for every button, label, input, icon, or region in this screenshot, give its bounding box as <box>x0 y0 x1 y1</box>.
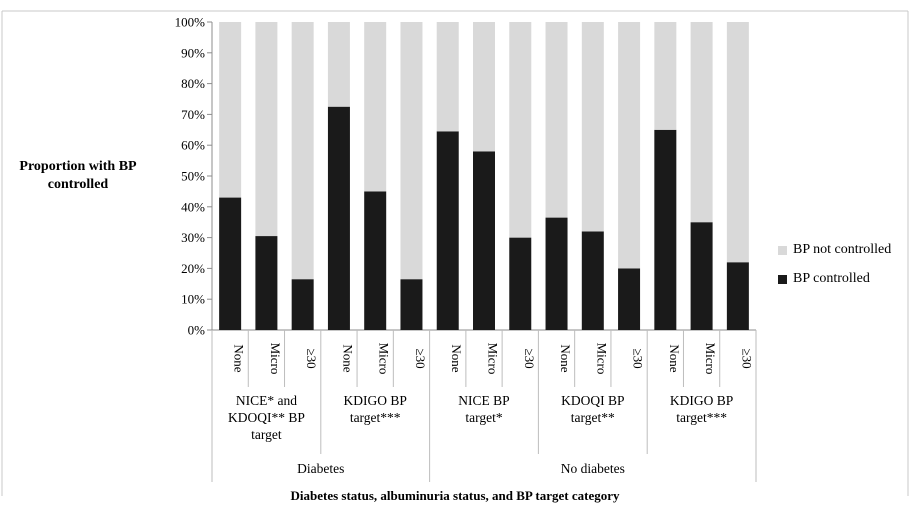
target-group-label: target** <box>571 410 615 425</box>
bar-bp-controlled <box>473 151 495 330</box>
legend-swatch-controlled <box>778 274 787 284</box>
y-tick-label: 80% <box>181 76 205 91</box>
bar-bp-not-controlled <box>618 22 641 269</box>
target-group-label: target*** <box>676 410 727 425</box>
y-tick-label: 0% <box>188 323 206 338</box>
bar-bp-controlled <box>545 217 568 330</box>
albuminuria-label: Micro <box>377 343 392 375</box>
bar-bp-controlled <box>255 236 278 330</box>
bar-bp-not-controlled <box>364 22 387 192</box>
y-tick-label: 30% <box>181 230 205 245</box>
albuminuria-label: None <box>667 344 682 372</box>
y-tick-label: 90% <box>181 45 205 60</box>
albuminuria-label: ≥30 <box>522 348 537 368</box>
target-group-label: KDIGO BP <box>670 393 733 408</box>
bar-bp-controlled <box>291 279 314 330</box>
albuminuria-label: None <box>340 344 355 372</box>
bar-bp-controlled <box>654 129 677 330</box>
x-axis-title: Diabetes status, albuminuria status, and… <box>290 488 620 503</box>
bar-bp-controlled <box>618 268 641 330</box>
albuminuria-label: ≥30 <box>631 348 646 368</box>
bar-bp-controlled <box>726 262 749 330</box>
target-group-label: target*** <box>350 410 401 425</box>
albuminuria-label: Micro <box>486 343 501 375</box>
bar-bp-controlled <box>436 131 459 330</box>
target-group-label: target* <box>465 410 502 425</box>
y-tick-label: 10% <box>181 292 205 307</box>
bar-bp-not-controlled <box>726 22 749 263</box>
legend-swatch-not-controlled <box>778 245 787 255</box>
x-category-layer: None Micro ≥30 None Micro ≥30 None Micro ≥30 None… <box>211 330 757 482</box>
y-tick-label: 40% <box>181 199 205 214</box>
bar-bp-controlled <box>364 191 387 330</box>
bar-bp-not-controlled <box>509 22 532 238</box>
albuminuria-label: Micro <box>594 343 609 375</box>
legend-label-controlled: BP controlled <box>793 271 870 286</box>
bar-bp-not-controlled <box>690 22 713 223</box>
albuminuria-label: None <box>232 344 247 372</box>
y-tick-label: 60% <box>181 138 205 153</box>
y-tick-label: 100% <box>175 15 206 30</box>
bar-bp-not-controlled <box>581 22 604 232</box>
y-tick-label: 50% <box>181 169 205 184</box>
bar-bp-controlled <box>219 197 242 330</box>
target-group-label: target <box>251 427 282 442</box>
target-group-label: NICE BP <box>458 393 509 408</box>
target-group-label: KDOQI** BP <box>228 410 305 425</box>
albuminuria-label: None <box>449 344 464 372</box>
diabetes-group-label: No diabetes <box>561 461 625 476</box>
bar-bp-not-controlled <box>473 22 495 152</box>
bar-bp-controlled <box>690 222 713 330</box>
bar-bp-not-controlled <box>436 22 459 132</box>
legend-label-not-controlled: BP not controlled <box>793 242 892 257</box>
bar-bp-controlled <box>581 231 604 330</box>
bar-bp-not-controlled <box>400 22 423 280</box>
legend-item-controlled: BP controlled <box>778 268 891 290</box>
diabetes-group-label: Diabetes <box>297 461 344 476</box>
albuminuria-label: ≥30 <box>739 348 754 368</box>
bar-bp-not-controlled <box>291 22 314 280</box>
albuminuria-label: None <box>558 344 573 372</box>
bar-bp-not-controlled <box>219 22 242 198</box>
bar-bp-not-controlled <box>654 22 677 130</box>
bar-bp-not-controlled <box>545 22 568 218</box>
target-group-label: NICE* and <box>236 393 297 408</box>
albuminuria-label: ≥30 <box>413 348 428 368</box>
albuminuria-label: Micro <box>703 343 718 375</box>
albuminuria-label: Micro <box>268 343 283 375</box>
legend: BP not controlled BP controlled <box>778 239 891 297</box>
albuminuria-label: ≥30 <box>304 348 319 368</box>
target-group-label: KDOQI BP <box>561 393 624 408</box>
bars-layer <box>219 22 749 330</box>
y-axis-label: Proportion with BP controlled <box>19 159 137 192</box>
target-group-label: KDIGO BP <box>344 393 407 408</box>
y-tick-label: 20% <box>181 261 205 276</box>
legend-item-not-controlled: BP not controlled <box>778 239 891 261</box>
bar-bp-not-controlled <box>327 22 350 107</box>
bar-bp-not-controlled <box>255 22 278 237</box>
y-tick-label: 70% <box>181 107 205 122</box>
bar-bp-controlled <box>509 237 532 330</box>
bar-bp-controlled <box>327 106 350 330</box>
bar-bp-controlled <box>400 279 423 330</box>
